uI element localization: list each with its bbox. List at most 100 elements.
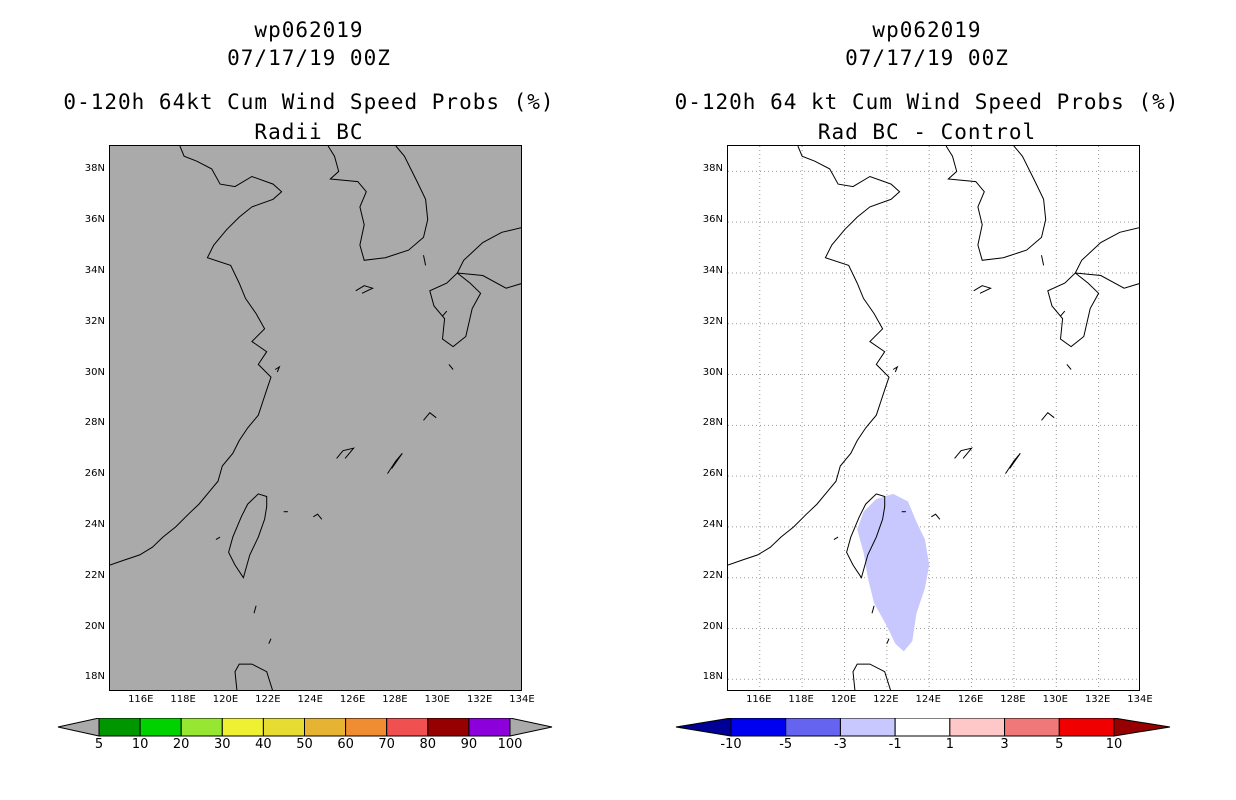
lon-tick-label: 130E: [424, 694, 450, 705]
island-outline: [387, 452, 403, 474]
lon-tick-label: 120E: [830, 694, 857, 705]
colorbar-high-end: [509, 718, 553, 737]
colorbar-label: -5: [779, 737, 793, 752]
island-outline: [1005, 452, 1021, 474]
lon-tick-label: 126E: [339, 694, 366, 705]
lon-tick-label: 128E: [382, 694, 408, 705]
island-outline: [1066, 364, 1072, 370]
left-title-subtitle: Radii BC: [254, 120, 364, 144]
lat-tick-label: 22N: [702, 569, 723, 581]
lat-tick-label: 34N: [702, 264, 723, 276]
colorbar-swatch: [949, 718, 1006, 737]
lat-tick-label: 30N: [84, 366, 105, 378]
lat-tick-label: 34N: [84, 264, 105, 276]
colorbar-label: 70: [378, 737, 395, 752]
taiwan-coastline: [228, 493, 268, 579]
lon-tick-label: 122E: [873, 694, 899, 705]
colorbar-label: 5: [94, 737, 104, 752]
lat-tick-label: 20N: [84, 620, 105, 632]
island-outline: [268, 638, 272, 644]
island-outline: [313, 513, 323, 520]
colorbar-label: 10: [1105, 737, 1123, 752]
lon-tick-label: 124E: [297, 694, 323, 705]
left-title-storm: wp062019: [254, 18, 364, 42]
right-title-subtitle: Rad BC - Control: [817, 120, 1037, 144]
colorbar-label: 1: [945, 737, 954, 752]
colorbar-label: 40: [255, 737, 272, 752]
island-outline: [833, 536, 839, 541]
colorbar-swatch: [427, 718, 470, 737]
lat-tick-label: 22N: [84, 569, 105, 581]
colorbar-label: 100: [497, 737, 523, 752]
colorbar-swatch: [262, 718, 305, 737]
island-outline: [274, 365, 281, 373]
china-coastline: [728, 146, 901, 566]
japan-coastline: [1047, 227, 1139, 348]
colorbar-swatch: [785, 718, 841, 737]
lat-tick-label: 26N: [84, 468, 105, 480]
island-outline: [423, 412, 437, 421]
right-title-product: 0-120h 64 kt Cum Wind Speed Probs (%): [674, 90, 1180, 114]
map-background: [110, 146, 521, 690]
colorbar-label: 20: [172, 737, 190, 752]
lon-tick-label: 122E: [255, 694, 281, 705]
lon-tick-label: 132E: [466, 694, 493, 705]
island-outline: [886, 638, 890, 644]
lat-tick-label: 18N: [84, 671, 105, 683]
probability-difference-shading: [857, 493, 930, 652]
colorbar-swatch: [894, 718, 951, 737]
colorbar-label: -10: [720, 737, 742, 752]
colorbar-label: 30: [214, 737, 231, 752]
colorbar-label: 3: [1000, 737, 1009, 752]
colorbar-swatch: [468, 718, 511, 737]
colorbar-label: 10: [131, 737, 149, 752]
island-outline: [1041, 255, 1045, 266]
lon-tick-label: 118E: [788, 694, 814, 705]
lon-tick-label: 116E: [128, 694, 154, 705]
island-outline: [871, 605, 875, 614]
lat-tick-label: 32N: [84, 315, 105, 327]
lat-tick-label: 38N: [84, 163, 105, 175]
island-outline: [931, 513, 941, 520]
left-panel: wp062019 07/17/19 00Z 0-120h 64kt Cum Wi…: [57, 18, 555, 752]
colorbar-swatch: [1004, 718, 1060, 737]
right-title-storm: wp062019: [872, 18, 982, 42]
colorbar-label: 90: [460, 737, 478, 752]
japan-coastline: [429, 227, 521, 348]
lon-tick-label: 118E: [170, 694, 196, 705]
lat-tick-label: 30N: [702, 366, 723, 378]
island-outline: [215, 536, 221, 541]
lat-tick-label: 24N: [702, 518, 723, 530]
colorbar-swatch: [180, 718, 223, 737]
lat-tick-label: 24N: [84, 518, 105, 530]
left-title-date: 07/17/19 00Z: [227, 46, 391, 70]
luzon-coastline: [234, 663, 273, 690]
right-panel: wp062019 07/17/19 00Z 0-120h 64 kt Cum W…: [618, 0, 1236, 800]
lat-tick-label: 36N: [702, 214, 723, 226]
island-outline: [448, 364, 454, 370]
lat-tick-label: 32N: [702, 315, 723, 327]
right-coastline-layer: [728, 146, 1139, 690]
right-map: [727, 145, 1140, 691]
colorbar-swatch: [221, 718, 264, 737]
colorbar-label: 5: [1055, 737, 1064, 752]
taiwan-coastline: [846, 493, 886, 579]
island-outline: [355, 285, 374, 294]
lon-tick-label: 132E: [1084, 694, 1111, 705]
colorbar-swatch: [386, 718, 429, 737]
island-outline: [973, 285, 992, 294]
left-coastline-layer: [110, 146, 521, 690]
korea-coastline: [327, 146, 429, 261]
lon-tick-label: 134E: [509, 694, 535, 705]
colorbar-swatch: [304, 718, 347, 737]
lat-tick-label: 28N: [84, 417, 105, 429]
colorbar-label: -1: [888, 737, 902, 752]
colorbar-swatch: [839, 718, 896, 737]
colorbar-label: -3: [833, 737, 847, 752]
korea-coastline: [945, 146, 1047, 261]
left-title-product: 0-120h 64kt Cum Wind Speed Probs (%): [63, 90, 555, 114]
colorbar-high-end: [1113, 718, 1171, 737]
right-title-date: 07/17/19 00Z: [845, 46, 1009, 70]
lon-tick-label: 128E: [1000, 694, 1026, 705]
island-outline: [892, 365, 899, 373]
